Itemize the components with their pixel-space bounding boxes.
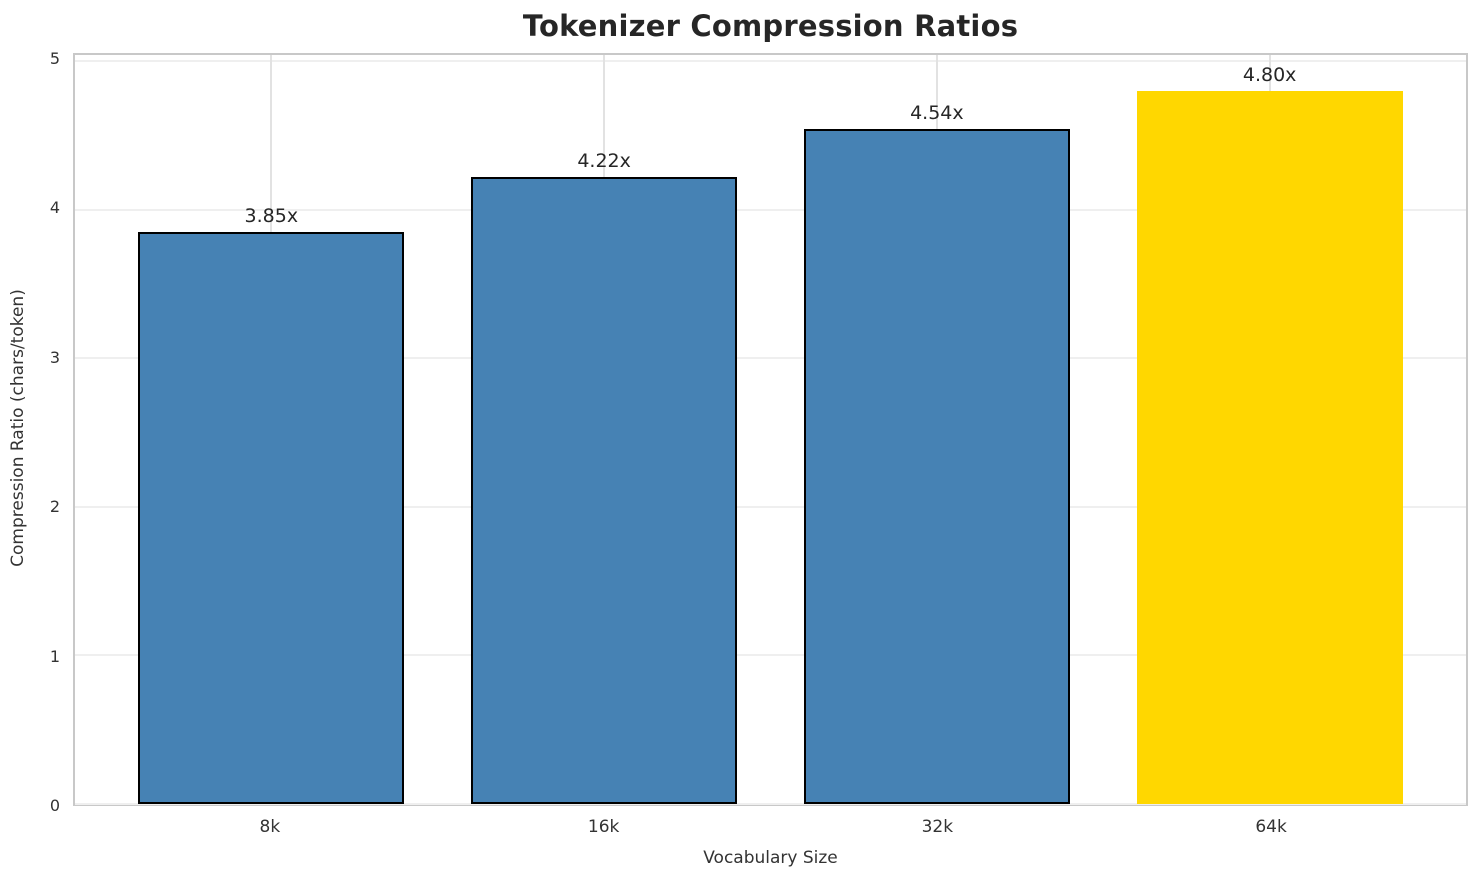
y-tick-label: 2 — [49, 497, 60, 517]
gridline-horizontal — [75, 208, 1466, 211]
x-tick-label: 32k — [921, 817, 954, 837]
y-tick-label: 1 — [49, 646, 60, 666]
chart-title: Tokenizer Compression Ratios — [522, 9, 1019, 43]
bar-16k — [471, 176, 738, 804]
bar-64k — [1136, 90, 1403, 804]
bar-value-label: 4.22x — [577, 149, 631, 172]
plot-area: 3.85x 4.22x 4.54x 4.80x — [73, 53, 1468, 806]
gridline-horizontal — [75, 59, 1466, 62]
y-tick-label: 0 — [49, 796, 60, 815]
gridline-horizontal — [75, 803, 1466, 805]
y-tick-label: 3 — [49, 347, 60, 367]
bar-32k — [803, 129, 1070, 804]
gridline-horizontal — [75, 357, 1466, 360]
bar-value-label: 4.54x — [910, 102, 964, 125]
x-tick-label: 16k — [587, 817, 620, 837]
bar-value-label: 3.85x — [244, 204, 299, 227]
bar-8k — [138, 231, 405, 804]
gridline-horizontal — [75, 505, 1466, 508]
y-axis-label: Compression Ratio (chars/token) — [8, 289, 28, 567]
x-axis-label: Vocabulary Size — [703, 848, 838, 868]
x-tick-label: 8k — [259, 817, 281, 837]
gridline-horizontal — [75, 654, 1466, 657]
x-tick-label: 64k — [1255, 817, 1287, 837]
bar-value-label: 4.80x — [1242, 63, 1297, 86]
y-tick-label: 4 — [49, 198, 60, 218]
y-tick-label: 5 — [49, 48, 60, 68]
